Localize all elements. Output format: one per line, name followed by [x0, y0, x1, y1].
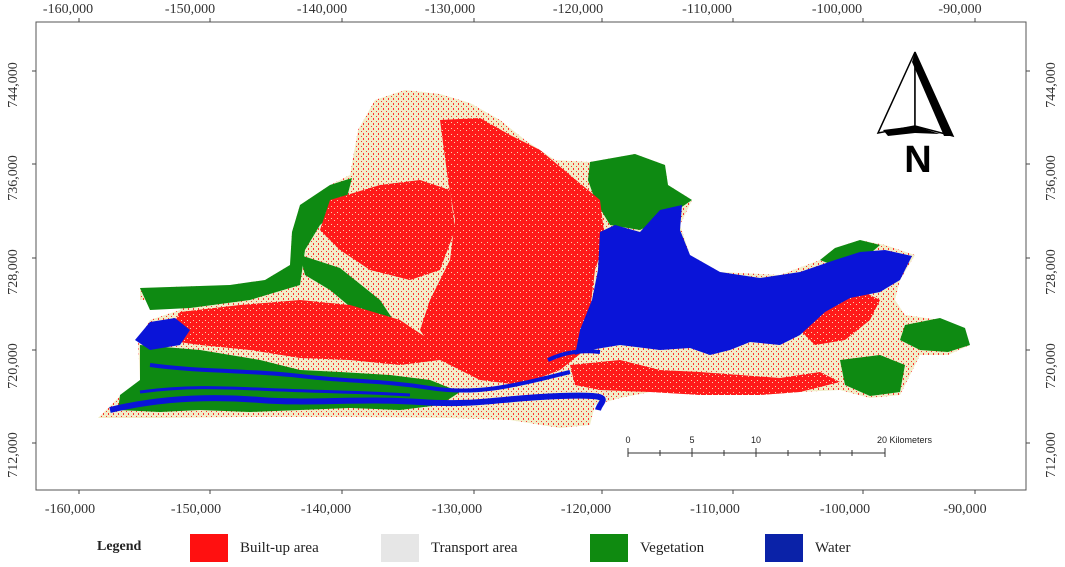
y-tick-right-3: 728,000 [1044, 249, 1059, 295]
legend-label-transport: Transport area [431, 539, 518, 556]
built-up-north [320, 180, 455, 280]
x-tick-top-6: -110,000 [682, 2, 732, 17]
legend-item-built-up: Built-up area [190, 534, 319, 562]
built-up-west [165, 300, 440, 365]
built-up-south-shore [570, 360, 840, 395]
map-figure: -160,000 -150,000 -140,000 -130,000 -120… [6, 2, 1059, 517]
legend-item-water: Water [765, 534, 850, 562]
water-creeks [109, 392, 606, 413]
y-tick-left-1: 744,000 [6, 62, 21, 108]
water-west-inlet [135, 318, 190, 350]
x-tick-bottom-2: -150,000 [171, 502, 221, 517]
x-axis-bottom: -160,000 -150,000 -140,000 -130,000 -120… [45, 490, 987, 517]
legend: Legend Built-up area Transport area Vege… [0, 522, 1065, 567]
legend-swatch-transport [381, 534, 419, 562]
legend-title: Legend [97, 539, 142, 554]
x-tick-bottom-3: -140,000 [301, 502, 351, 517]
x-tick-top-8: -90,000 [938, 2, 981, 17]
water-lagoon [575, 205, 912, 355]
x-tick-bottom-6: -110,000 [690, 502, 740, 517]
x-tick-top-4: -130,000 [425, 2, 475, 17]
scale-label-5: 5 [689, 435, 694, 445]
north-arrow-icon [876, 51, 955, 138]
x-axis-top: -160,000 -150,000 -140,000 -130,000 -120… [43, 2, 982, 22]
legend-swatch-vegetation [590, 534, 628, 562]
scale-label-10: 10 [751, 435, 761, 445]
vegetation-west-belt [140, 178, 352, 310]
x-tick-top-2: -150,000 [165, 2, 215, 17]
x-tick-top-5: -120,000 [553, 2, 603, 17]
legend-label-water: Water [815, 539, 851, 556]
y-tick-right-2: 736,000 [1044, 155, 1059, 201]
y-tick-right-1: 744,000 [1044, 62, 1059, 108]
y-axis-right: 744,000 736,000 728,000 720,000 712,000 [1026, 62, 1059, 478]
x-tick-top-1: -160,000 [43, 2, 93, 17]
legend-label-vegetation: Vegetation [640, 539, 705, 556]
legend-swatch-water [765, 534, 803, 562]
y-axis-left: 744,000 736,000 728,000 720,000 712,000 [6, 62, 36, 478]
y-tick-left-2: 736,000 [6, 155, 21, 201]
water-channel [547, 349, 601, 362]
scale-label-20: 20 Kilometers [877, 435, 933, 445]
scale-label-0: 0 [625, 435, 630, 445]
x-tick-bottom-4: -130,000 [432, 502, 482, 517]
legend-swatch-built-up [190, 534, 228, 562]
legend-item-vegetation: Vegetation [590, 534, 704, 562]
north-letter: N [904, 139, 931, 181]
x-tick-top-7: -100,000 [812, 2, 862, 17]
water-creek-2 [149, 363, 571, 393]
north-arrow: N [876, 51, 955, 181]
x-tick-top-3: -140,000 [297, 2, 347, 17]
legend-label-built-up: Built-up area [240, 539, 319, 556]
x-tick-bottom-5: -120,000 [561, 502, 611, 517]
vegetation-west-lowland [118, 345, 460, 412]
vegetation-southeast [840, 355, 905, 396]
x-tick-bottom-8: -90,000 [943, 502, 986, 517]
y-tick-left-4: 720,000 [6, 343, 21, 389]
x-tick-bottom-7: -100,000 [820, 502, 870, 517]
y-tick-right-5: 712,000 [1044, 432, 1059, 478]
y-tick-left-3: 728,000 [6, 249, 21, 295]
land-use-map [98, 90, 970, 428]
legend-item-transport: Transport area [381, 534, 518, 562]
built-up-core [420, 118, 605, 385]
vegetation-east-tip [900, 318, 970, 352]
x-tick-bottom-1: -160,000 [45, 502, 95, 517]
scale-bar: 0 5 10 20 Kilometers [625, 435, 933, 457]
y-tick-right-4: 720,000 [1044, 343, 1059, 389]
water-creek-3 [139, 386, 411, 397]
y-tick-left-5: 712,000 [6, 432, 21, 478]
